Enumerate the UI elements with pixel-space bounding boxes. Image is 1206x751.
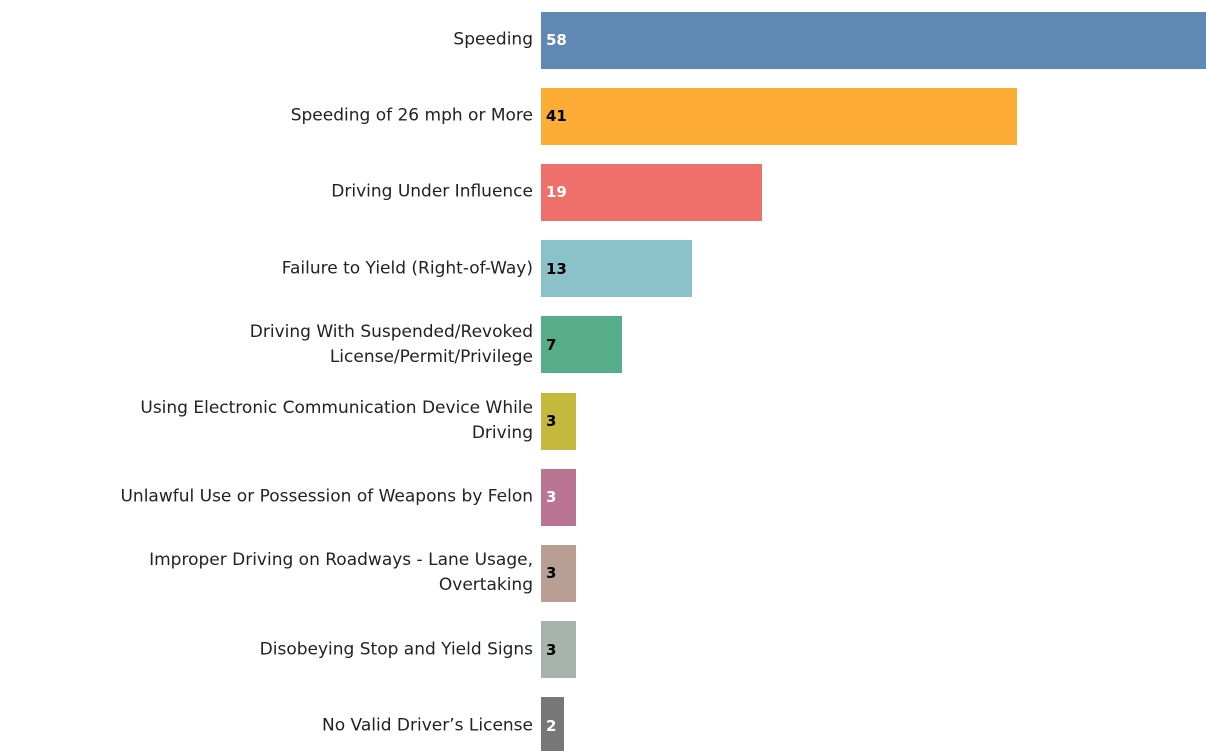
value-label: 3	[546, 488, 557, 507]
value-label: 13	[546, 259, 567, 278]
bar	[541, 544, 576, 602]
value-label: 3	[546, 640, 557, 659]
bar	[541, 697, 565, 751]
category-label: Driving With Suspended/Revoked License/P…	[249, 321, 533, 367]
bar	[541, 163, 762, 221]
bar	[541, 87, 1017, 145]
category-label: Using Electronic Communication Device Wh…	[140, 398, 533, 443]
bar	[541, 392, 576, 450]
category-label: Improper Driving on Roadways - Lane Usag…	[149, 550, 533, 596]
value-label: 19	[546, 183, 567, 202]
bar	[541, 11, 1206, 69]
category-label: Failure to Yield (Right-of-Way)	[281, 258, 533, 279]
value-label: 7	[546, 335, 557, 354]
value-label: 3	[546, 564, 557, 583]
category-label: Disobeying Stop and Yield Signs	[259, 639, 533, 660]
bar	[541, 316, 623, 374]
value-label: 2	[546, 716, 557, 735]
category-label: Speeding of 26 mph or More	[290, 105, 533, 126]
category-label: Driving Under Influence	[331, 181, 533, 202]
bar	[541, 468, 576, 526]
category-label: Unlawful Use or Possession of Weapons by…	[120, 486, 533, 507]
value-label: 58	[546, 31, 567, 49]
category-label: Speeding	[453, 29, 533, 50]
bar	[541, 621, 576, 679]
bar	[541, 240, 692, 298]
category-label: No Valid Driver’s License	[322, 715, 533, 736]
value-label: 41	[546, 107, 567, 126]
value-label: 3	[546, 412, 557, 430]
